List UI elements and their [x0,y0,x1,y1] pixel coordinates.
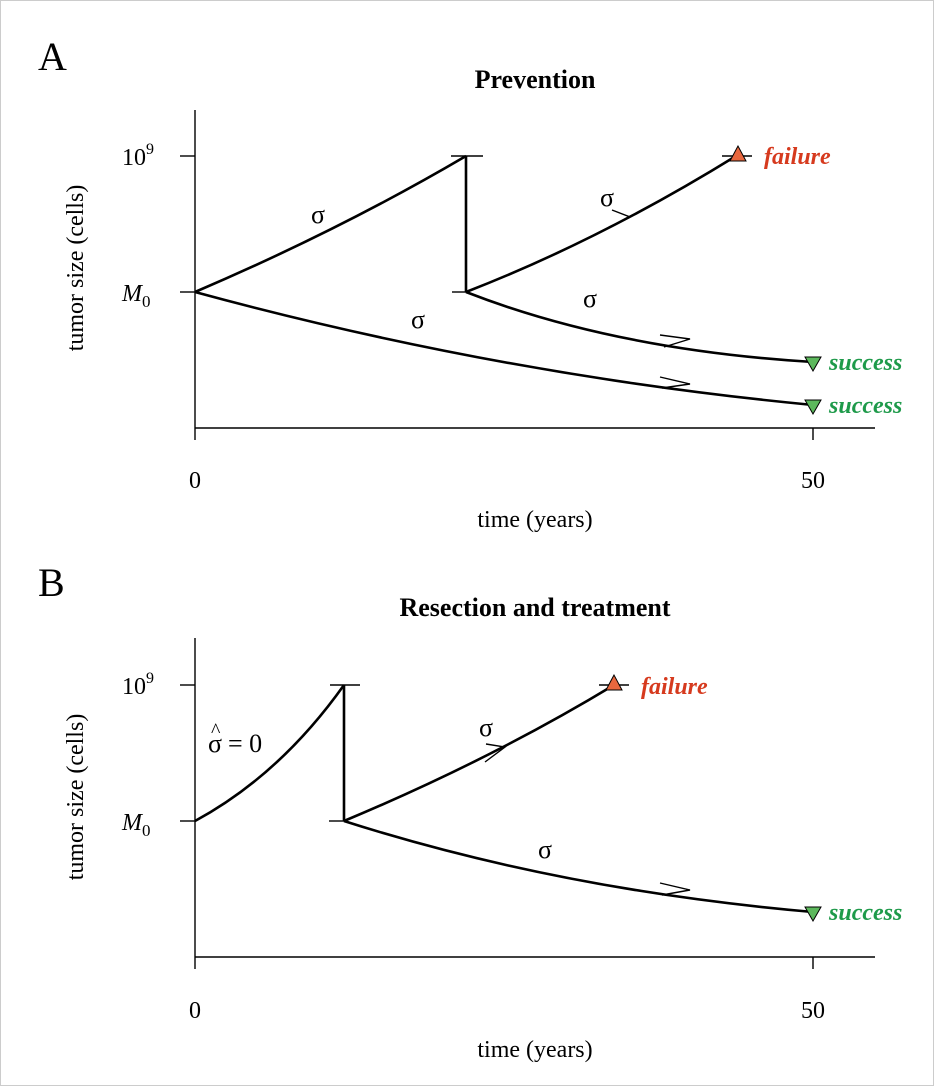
panel-a-x-tick-end-label: 50 [801,468,825,494]
panel-a-success-label-lower: success [828,393,902,419]
panel-b-sigma-hat-label: σ = 0 [208,729,262,758]
panel-b-upper-path [343,683,615,823]
panel-b-sigma-hat-accent: ^ [211,720,221,742]
panel-a-middle-arrow-icon [659,334,691,348]
panel-a-sigma-lower: σ [411,305,425,334]
panel-a-sigma-first: σ [311,200,325,229]
panel-a-middle-path [465,290,814,364]
panel-b-sigma-lower: σ [538,835,552,864]
panel-a-x-tick-start-label: 0 [189,468,201,494]
panel-a-upper-arrow-icon [608,209,632,228]
panel-b-sigma-upper: σ [479,713,493,742]
panel-b-x-axis-label: time (years) [477,1037,592,1063]
panel-a-y-tick-top-label: 109 [122,141,154,171]
panel-a-failure-label: failure [764,144,831,170]
panel-a-failure-marker-icon [729,144,747,162]
panel-b-lower-arrow-icon [659,882,691,896]
panel-a-x-axis-label: time (years) [477,507,592,533]
panel-b-letter: B [38,560,65,605]
panel-a-title: Prevention [475,65,596,94]
panel-b-failure-label: failure [641,674,708,700]
panel-a-sigma-middle: σ [583,284,597,313]
panel-a-sigma-upper: σ [600,183,614,212]
panel-a: A Prevention 109 M0 0 50 time (years) tu… [38,34,902,533]
panel-b-y-tick-bottom-label: M0 [121,810,151,840]
panel-b-success-marker-icon [804,906,822,923]
panel-a-upper-path [465,154,737,294]
panel-b-x-tick-start-label: 0 [189,998,201,1024]
panel-b-lower-path [343,819,814,914]
panel-a-y-axis-label: tumor size (cells) [63,185,89,352]
panel-a-success-label-middle: success [828,350,902,376]
panel-b-y-axis-label: tumor size (cells) [63,714,89,881]
panel-a-y-tick-bottom-label: M0 [121,281,151,311]
panel-b-y-tick-top-label: 109 [122,670,154,700]
panel-a-lower-path [194,290,814,407]
panel-a-success-marker-middle-icon [804,356,822,373]
panel-a-success-marker-lower-icon [804,399,822,416]
panel-b-success-label: success [828,900,902,926]
panel-b: B Resection and treatment 109 M0 0 50 ti… [38,560,902,1063]
panel-a-lower-arrow-icon [659,376,691,389]
panel-b-upper-arrow-icon [484,743,507,763]
panel-a-letter: A [38,34,67,79]
panel-b-x-tick-end-label: 50 [801,998,825,1024]
panel-a-first-growth [194,154,467,294]
panel-b-title: Resection and treatment [399,593,670,622]
panel-b-failure-marker-icon [605,673,623,691]
panel-b-first-growth [194,684,346,823]
